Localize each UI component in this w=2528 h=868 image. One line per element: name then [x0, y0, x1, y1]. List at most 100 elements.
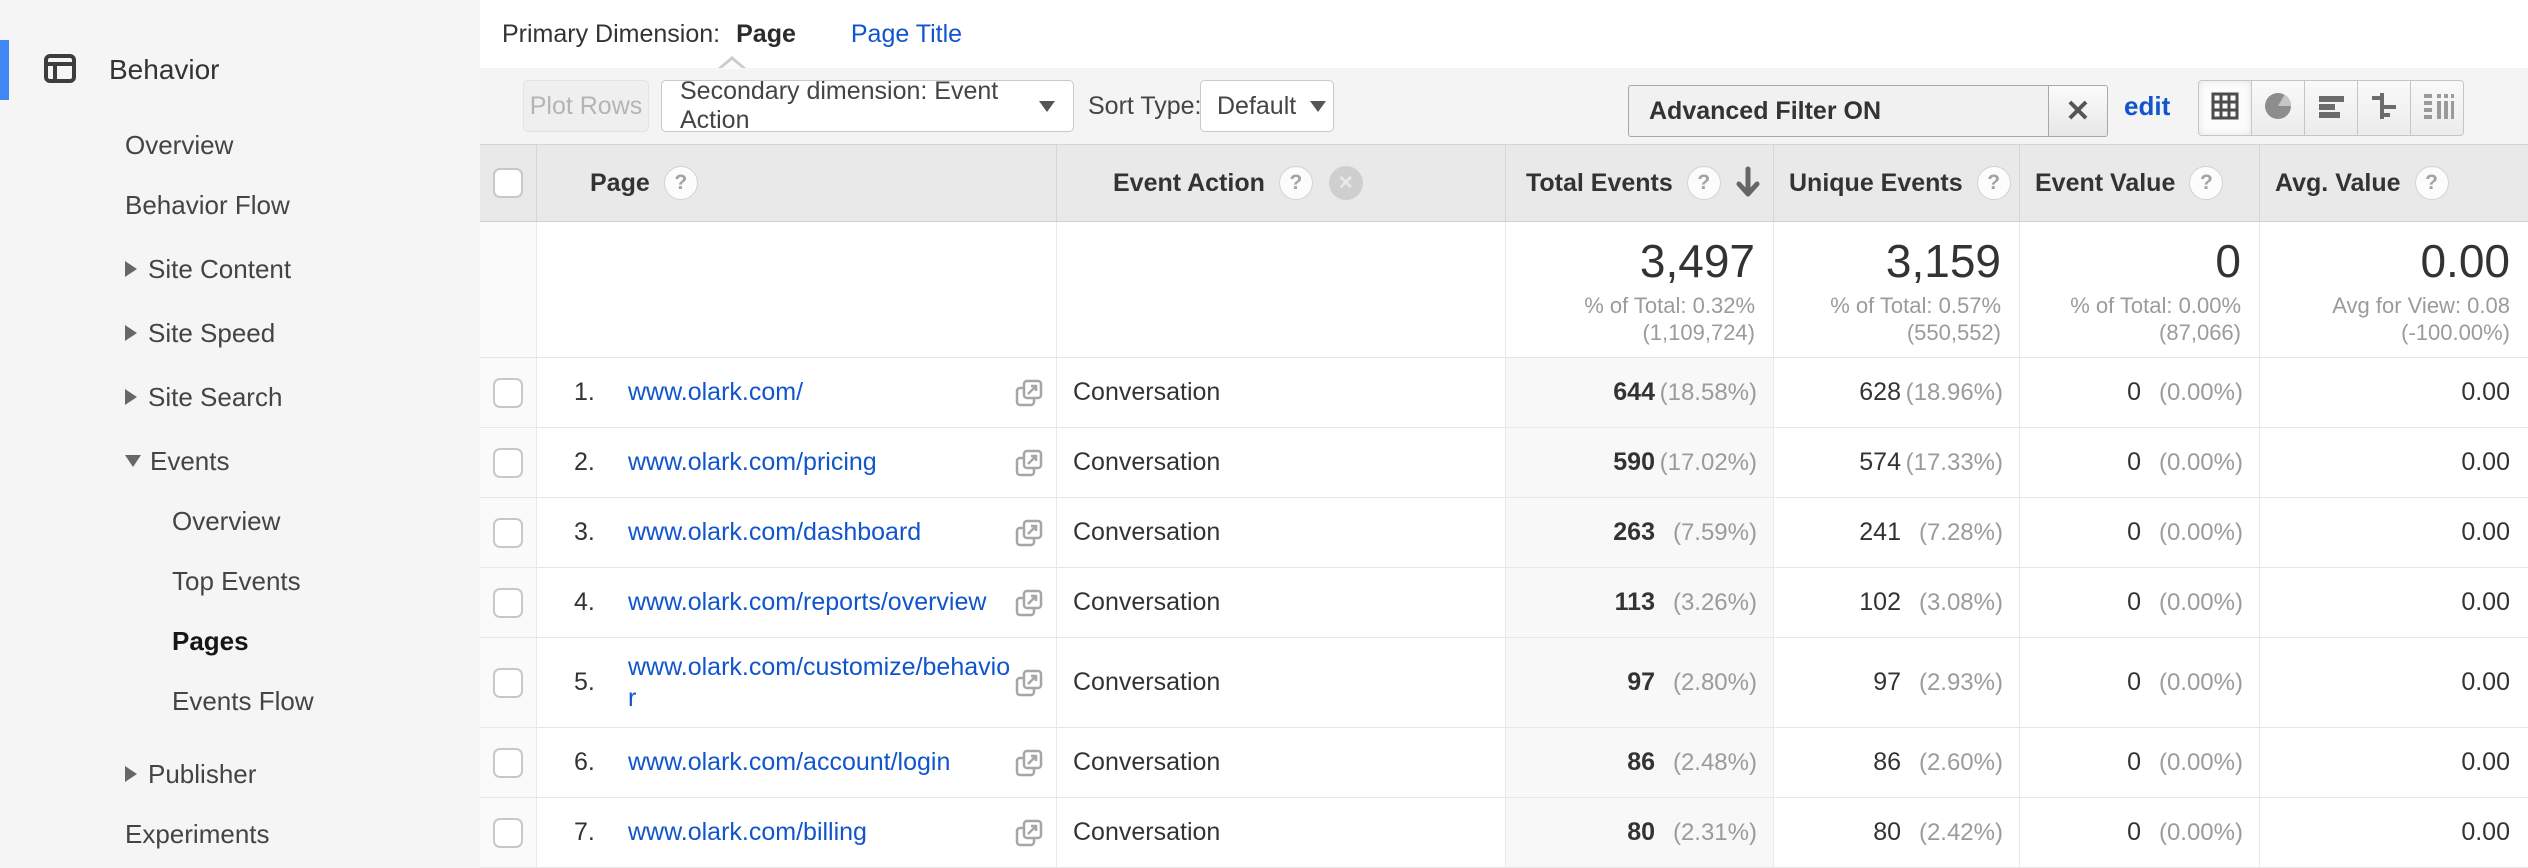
header-event-value[interactable]: Event Value ? [2020, 145, 2260, 221]
page-link[interactable]: www.olark.com/reports/overview [628, 588, 987, 616]
row-checkbox[interactable] [493, 587, 523, 618]
sidebar-item-label: Site Content [148, 253, 292, 284]
remove-secondary-dimension-icon[interactable]: ✕ [1328, 166, 1363, 200]
header-total-events[interactable]: Total Events ? [1506, 145, 1774, 221]
summary-event-value-pct: % of Total: 0.00% [2070, 292, 2241, 318]
page-link[interactable]: www.olark.com/dashboard [628, 518, 922, 546]
sidebar-item-events-flow[interactable]: Events Flow [0, 671, 480, 731]
sidebar-item-events-overview[interactable]: Overview [0, 491, 480, 551]
sidebar-item-pages[interactable]: Pages [0, 611, 480, 671]
primary-dimension-page[interactable]: Page [736, 19, 796, 48]
sidebar-item-events[interactable]: Events [0, 431, 480, 491]
open-page-icon[interactable] [1014, 448, 1044, 478]
total-events-pct: (18.58%) [1659, 378, 1757, 406]
row-rank: 6. [574, 748, 595, 776]
total-events-value: 644 [1613, 378, 1655, 406]
view-comparison-button[interactable] [2357, 81, 2410, 135]
primary-dimension-page-title[interactable]: Page Title [850, 19, 963, 48]
open-page-icon[interactable] [1014, 818, 1044, 848]
header-avg-value[interactable]: Avg. Value ? [2260, 145, 2528, 221]
page-link[interactable]: www.olark.com/account/login [628, 748, 951, 776]
view-pivot-button[interactable] [2410, 81, 2463, 135]
view-performance-button[interactable] [2304, 81, 2357, 135]
page-link[interactable]: www.olark.com/pricing [628, 448, 877, 476]
open-page-icon[interactable] [1014, 378, 1044, 408]
row-checkbox[interactable] [493, 667, 523, 698]
sidebar-item-label: Site Speed [148, 317, 276, 348]
edit-filter-link[interactable]: edit [2124, 90, 2171, 121]
view-table-button[interactable] [2199, 81, 2251, 135]
sidebar-item-experiments[interactable]: Experiments [0, 804, 480, 864]
sidebar-item-site-speed[interactable]: Site Speed [0, 303, 480, 363]
avg-value-value: 0.00 [2461, 588, 2510, 616]
help-icon[interactable]: ? [2414, 166, 2449, 200]
summary-total-events: 3,497 % of Total: 0.32% (1,109,724) [1506, 222, 1774, 357]
row-rank: 5. [574, 668, 595, 696]
page-link[interactable]: www.olark.com/billing [628, 818, 867, 846]
help-icon[interactable]: ? [1278, 166, 1313, 200]
open-page-icon[interactable] [1014, 668, 1044, 698]
open-page-icon[interactable] [1014, 748, 1044, 778]
header-page[interactable]: Page ? [537, 145, 1057, 221]
chevron-down-icon [1310, 100, 1327, 112]
report-toolbar: Plot Rows Secondary dimension: Event Act… [480, 56, 2528, 145]
unique-events-value: 97 [1873, 668, 1901, 696]
table-summary-row: 3,497 % of Total: 0.32% (1,109,724) 3,15… [480, 222, 2528, 358]
header-avg-value-label: Avg. Value [2275, 168, 2401, 197]
primary-dimension-label: Primary Dimension: [502, 19, 721, 48]
event-action-cell: Conversation [1057, 498, 1506, 567]
unique-events-pct: (3.08%) [1918, 588, 2003, 616]
sidebar-item-overview[interactable]: Overview [0, 115, 480, 175]
secondary-dimension-dropdown[interactable]: Secondary dimension: Event Action [661, 77, 1074, 134]
summary-blank-cell [1057, 222, 1506, 357]
sidebar-item-label: Overview [125, 129, 234, 160]
remove-filter-button[interactable]: ✕ [2048, 86, 2107, 136]
unique-events-value: 86 [1873, 748, 1901, 776]
sidebar-item-top-events[interactable]: Top Events [0, 551, 480, 611]
avg-value-value: 0.00 [2461, 818, 2510, 846]
help-icon[interactable]: ? [1686, 166, 1721, 200]
sidebar-item-site-content[interactable]: Site Content [0, 239, 480, 299]
sidebar-section-behavior[interactable]: Behavior [0, 0, 480, 102]
row-checkbox[interactable] [493, 817, 523, 848]
total-events-pct: (2.48%) [1672, 748, 1757, 776]
view-percentage-button[interactable] [2251, 81, 2304, 135]
plot-rows-button[interactable]: Plot Rows [523, 80, 649, 132]
sidebar-item-behavior-flow[interactable]: Behavior Flow [0, 175, 480, 235]
row-checkbox[interactable] [493, 377, 523, 408]
event-value-value: 0 [2127, 818, 2141, 846]
help-icon[interactable]: ? [1976, 166, 2011, 200]
header-event-action[interactable]: Event Action ? ✕ [1057, 145, 1506, 221]
page-link[interactable]: www.olark.com/customize/behavior [628, 652, 1011, 712]
row-checkbox[interactable] [493, 747, 523, 778]
open-page-icon[interactable] [1014, 588, 1044, 618]
table-header-row: Page ? Event Action ? ✕ Total Events ? U… [480, 145, 2528, 222]
total-events-value: 86 [1627, 748, 1655, 776]
sidebar-item-label: Publisher [148, 758, 257, 789]
sidebar-item-label: Top Events [172, 565, 301, 596]
open-page-icon[interactable] [1014, 518, 1044, 548]
header-unique-events[interactable]: Unique Events ? [1774, 145, 2020, 221]
sort-type-dropdown[interactable]: Default [1200, 80, 1334, 132]
avg-value-value: 0.00 [2461, 748, 2510, 776]
sidebar-item-site-search[interactable]: Site Search [0, 367, 480, 427]
row-checkbox[interactable] [493, 447, 523, 478]
select-all-checkbox[interactable] [493, 168, 523, 198]
summary-blank-cell [480, 222, 537, 357]
sidebar-item-publisher[interactable]: Publisher [0, 744, 480, 804]
total-events-value: 80 [1627, 818, 1655, 846]
row-checkbox[interactable] [493, 517, 523, 548]
row-rank: 4. [574, 588, 595, 616]
help-icon[interactable]: ? [2189, 166, 2224, 200]
table-row: 5. www.olark.com/customize/behavior Conv… [480, 638, 2528, 728]
page-link[interactable]: www.olark.com/ [628, 378, 804, 406]
sidebar-item-label: Site Search [148, 381, 283, 412]
collapsed-arrow-icon [125, 389, 137, 405]
event-action-cell: Conversation [1057, 358, 1506, 427]
report-main: Primary Dimension: Page Page Title Plot … [480, 0, 2528, 868]
unique-events-pct: (2.60%) [1918, 748, 2003, 776]
sidebar-item-label: Events Flow [172, 685, 314, 716]
help-icon[interactable]: ? [663, 166, 698, 200]
summary-unique-events-value: 3,159 [1885, 234, 2001, 287]
event-value-pct: (0.00%) [2158, 448, 2243, 476]
